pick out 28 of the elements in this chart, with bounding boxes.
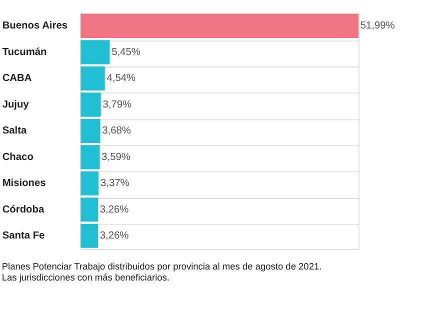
y-tick-label: Tucumán — [2, 46, 47, 58]
data-label: 3,37% — [100, 178, 130, 190]
bar — [80, 224, 98, 248]
bar — [80, 40, 110, 64]
data-label: 51,99% — [360, 20, 395, 32]
bar — [80, 14, 358, 38]
bar — [80, 66, 105, 90]
y-tick-label: Buenos Aires — [2, 20, 68, 32]
y-tick-label: Salta — [2, 126, 27, 137]
data-label: 4,54% — [106, 73, 136, 84]
data-label: 3,79% — [102, 99, 132, 110]
y-tick-label: CABA — [2, 73, 32, 84]
bar — [80, 198, 98, 222]
y-tick-label: Córdoba — [2, 204, 44, 216]
data-label: 3,26% — [100, 204, 129, 216]
data-label: 3,59% — [102, 152, 130, 163]
bar — [80, 171, 99, 196]
bar — [80, 145, 100, 170]
bar — [80, 118, 100, 143]
data-label: 3,26% — [100, 230, 129, 242]
y-tick-label: Jujuy — [2, 99, 30, 110]
data-label: 5,45% — [112, 46, 140, 58]
y-tick-label: Chaco — [2, 152, 34, 163]
y-tick-label: Misiones — [2, 178, 46, 190]
y-tick-label: Santa Fe — [2, 230, 46, 242]
bar — [80, 92, 101, 117]
data-label: 3,68% — [102, 126, 131, 137]
text: Planes Potenciar Trabajo distribuidos por provincia al mes de agosto de 2021. Las jurisdicciones con más beneficiarios. — [2, 261, 322, 282]
